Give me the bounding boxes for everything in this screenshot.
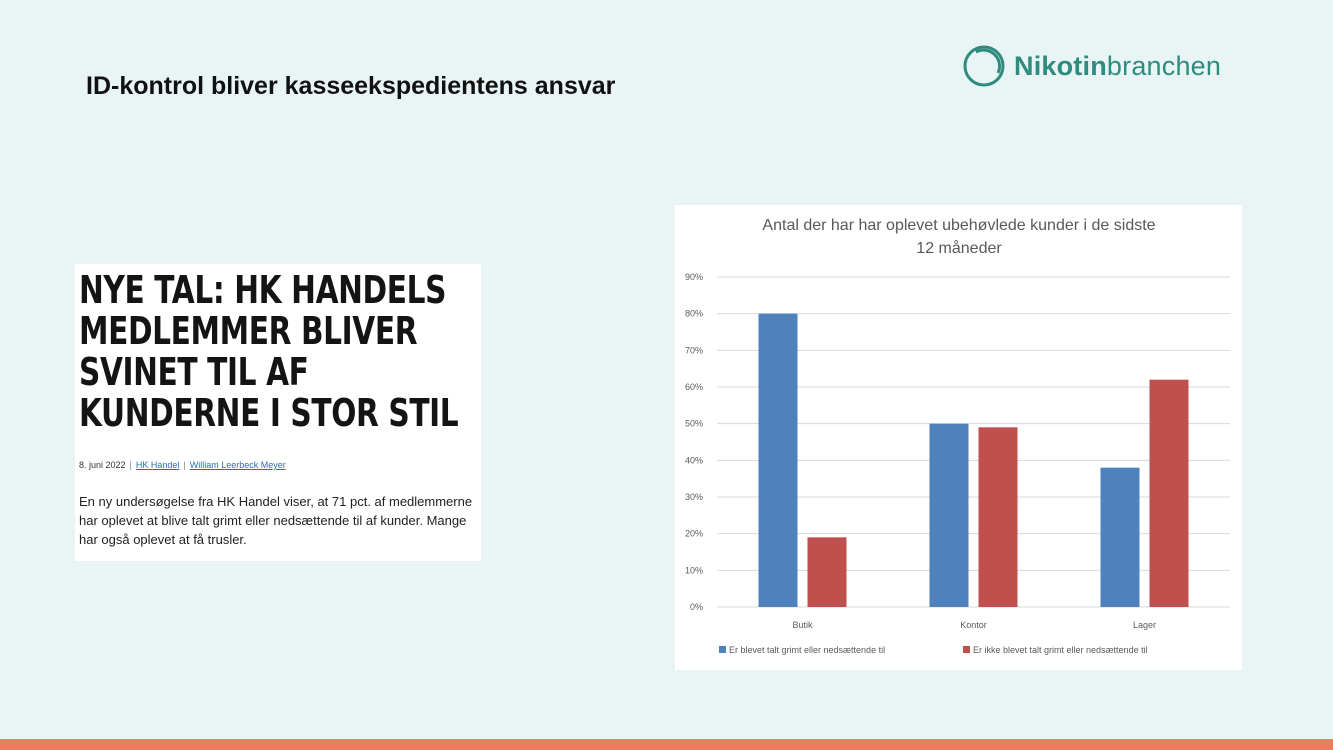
y-tick-label: 50% [685, 419, 703, 429]
article-body: En ny undersøgelse fra HK Handel viser, … [79, 494, 473, 547]
x-tick-label: Kontor [960, 620, 987, 630]
y-tick-label: 70% [685, 345, 703, 355]
y-tick-label: 90% [685, 272, 703, 282]
logo-text-regular: branchen [1106, 50, 1222, 81]
bar-butik-series-1 [758, 313, 798, 607]
bar-butik-series-2 [807, 537, 847, 607]
y-tick-label: 30% [685, 492, 703, 502]
logo-ring-icon [963, 45, 1005, 87]
chart-title-line: 12 måneder [916, 239, 1002, 257]
bottom-accent-bar [0, 739, 1333, 750]
article-author-link[interactable]: William Leerbeck Meyer [189, 460, 286, 470]
article-meta: 8. juni 2022 | HK Handel | William Leerbeck … [79, 460, 286, 470]
article-date: 8. juni 2022 [79, 460, 126, 470]
bar-kontor-series-2 [978, 427, 1018, 607]
bar-kontor-series-1 [929, 423, 969, 607]
y-tick-label: 0% [690, 602, 703, 612]
y-tick-label: 20% [685, 529, 703, 539]
bar-lager-series-2 [1149, 379, 1189, 607]
logo-text-bold: Nikotin [1014, 50, 1107, 81]
bar-chart: Antal der har har oplevet ubehøvlede kun… [675, 205, 1242, 670]
bar-chart-svg: Antal der har har oplevet ubehøvlede kun… [685, 217, 1230, 655]
article-headline: NYE TAL: HK HANDELS MEDLEMMER BLIVER SVI… [79, 268, 459, 435]
legend-label-series-2: Er ikke blevet talt grimt eller nedsætte… [973, 645, 1148, 655]
y-tick-label: 60% [685, 382, 703, 392]
chart-title-line: Antal der har har oplevet ubehøvlede kun… [762, 217, 1155, 234]
y-tick-label: 80% [685, 309, 703, 319]
y-tick-label: 10% [685, 565, 703, 575]
bar-lager-series-1 [1100, 467, 1140, 607]
y-tick-label: 40% [685, 455, 703, 465]
legend-swatch-series-1 [719, 646, 726, 653]
article-screenshot: NYE TAL: HK HANDELS MEDLEMMER BLIVER SVI… [75, 264, 481, 561]
nikotinbranchen-logo: Nikotinbranchen [962, 43, 1221, 89]
legend-swatch-series-2 [963, 646, 970, 653]
x-tick-label: Lager [1133, 620, 1156, 630]
legend-label-series-1: Er blevet talt grimt eller nedsættende t… [729, 645, 885, 655]
x-tick-label: Butik [792, 620, 813, 630]
article-category-link[interactable]: HK Handel [135, 460, 180, 470]
slide-title: ID-kontrol bliver kasseekspedientens ans… [86, 72, 616, 100]
logo-text: Nikotinbranchen [1014, 51, 1221, 82]
